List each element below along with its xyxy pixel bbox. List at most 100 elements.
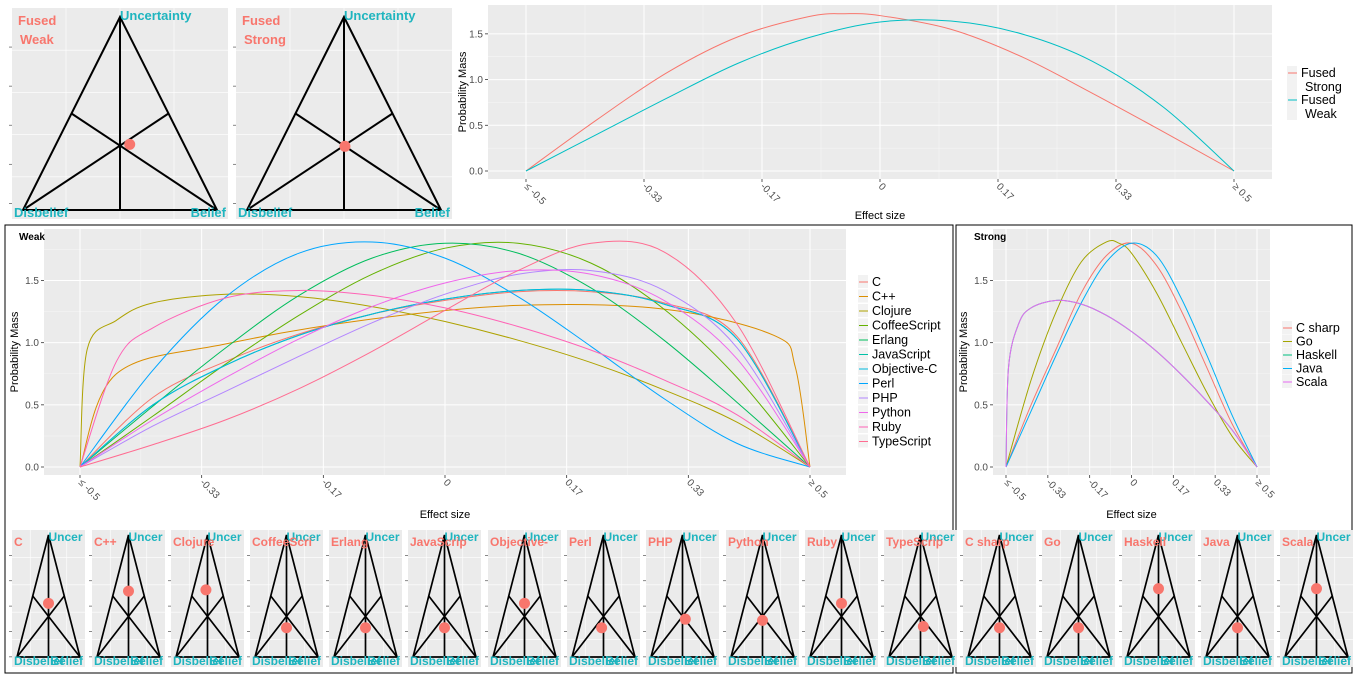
disbelief-label: Disbelief xyxy=(173,654,224,668)
legend-label: JavaScript xyxy=(872,348,931,362)
belief-label: Belief xyxy=(1080,654,1114,668)
y-tick-label: 0.0 xyxy=(974,463,988,474)
triangle-label: PHP xyxy=(648,535,673,549)
triangle-label: Strong xyxy=(244,32,286,47)
uncertainty-label: Uncer xyxy=(683,530,717,544)
series-line xyxy=(525,13,1235,172)
x-tick-label: 0.33 xyxy=(1211,477,1233,499)
triangle-median xyxy=(428,595,477,658)
series-line xyxy=(1005,240,1258,468)
uncertainty-label: Uncer xyxy=(1238,530,1272,544)
triangle-median xyxy=(112,595,161,658)
belief-label: Belief xyxy=(526,654,560,668)
series-line xyxy=(1005,299,1258,468)
triangle-label: Perl xyxy=(569,535,592,549)
uncertainty-label: Uncer xyxy=(604,530,638,544)
uncertainty-label: Uncer xyxy=(445,530,479,544)
series-line xyxy=(79,241,811,468)
legend-label: Java xyxy=(1296,362,1322,376)
opinion-point xyxy=(519,597,530,609)
x-tick-label: -0.33 xyxy=(198,477,222,501)
uncertainty-label: Uncer xyxy=(287,530,321,544)
disbelief-label: Disbelief xyxy=(252,654,303,668)
uncertainty-label: Uncer xyxy=(842,530,876,544)
opinion-point xyxy=(1311,583,1322,595)
series-line xyxy=(1005,242,1258,468)
uncertainty-label: Uncertainty xyxy=(344,8,416,23)
legend-key-bg xyxy=(1287,93,1297,120)
series-line xyxy=(79,242,811,468)
x-tick-label: -0.33 xyxy=(1044,477,1068,501)
weak-panel-frame xyxy=(4,224,954,674)
strong-density-chart: 0.0 0.5 1.0 1.5 ≤ -0.5 -0.33 -0.17 0 0.17 0.33 ≥ 0… xyxy=(958,229,1340,521)
x-tick-label: ≤ -0.5 xyxy=(522,181,548,207)
x-tick-label: 0.17 xyxy=(563,477,585,499)
triangle-median xyxy=(175,595,224,658)
disbelief-label: Disbelief xyxy=(965,654,1016,668)
legend-label: Haskell xyxy=(1296,348,1337,362)
y-tick-label: 0.5 xyxy=(25,400,39,411)
triangle-median xyxy=(1046,595,1095,658)
uncertainty-label: Uncer xyxy=(763,530,797,544)
fused-weak-triangle: Uncertainty Disbelief Belief Fused Weak xyxy=(9,8,228,220)
legend-label: Strong xyxy=(1305,80,1342,94)
belief-label: Belief xyxy=(922,654,956,668)
opinion-point xyxy=(281,622,292,634)
triangle-median xyxy=(333,595,382,658)
x-tick-label: -0.17 xyxy=(1086,477,1110,501)
legend-label: PHP xyxy=(872,391,898,405)
belief-label: Belief xyxy=(684,654,718,668)
disbelief-label: Disbelief xyxy=(14,205,69,220)
disbelief-label: Disbelief xyxy=(648,654,699,668)
uncertainty-label: Uncer xyxy=(208,530,242,544)
triangle-median xyxy=(96,595,145,658)
disbelief-label: Disbelief xyxy=(886,654,937,668)
opinion-point xyxy=(43,597,54,609)
y-tick-label: 0.0 xyxy=(25,463,39,474)
x-tick-label: 0 xyxy=(1127,477,1139,489)
y-axis-title: Probability Mass xyxy=(9,311,21,392)
disbelief-label: Disbelief xyxy=(569,654,620,668)
triangle-median xyxy=(1142,595,1191,658)
triangle-median xyxy=(492,595,541,658)
series-line xyxy=(79,304,811,468)
x-tick-label: 0.17 xyxy=(994,181,1016,203)
series-line xyxy=(79,289,811,468)
series-line xyxy=(79,268,811,468)
triangle-median xyxy=(1284,595,1333,658)
triangle-median xyxy=(1300,595,1349,658)
opinion-point xyxy=(1073,622,1084,634)
uncertainty-label: Uncer xyxy=(1159,530,1193,544)
series-line xyxy=(79,241,811,468)
belief-label: Belief xyxy=(1239,654,1273,668)
triangle-median xyxy=(349,595,398,658)
legend-key-bg xyxy=(1287,66,1297,93)
triangle-median xyxy=(809,595,858,658)
x-axis-title: Effect size xyxy=(1106,509,1157,521)
belief-label: Belief xyxy=(1318,654,1352,668)
series-line xyxy=(79,288,811,468)
series-line xyxy=(79,269,811,468)
disbelief-label: Disbelief xyxy=(94,654,145,668)
legend-label: CoffeeScript xyxy=(872,319,941,333)
x-tick-label: ≥ 0.5 xyxy=(1253,477,1277,501)
disbelief-label: Disbelief xyxy=(238,205,293,220)
belief-label: Belief xyxy=(605,654,639,668)
x-tick-label: 0 xyxy=(441,477,453,489)
opinion-point xyxy=(439,622,450,634)
disbelief-label: Disbelief xyxy=(1044,654,1095,668)
disbelief-label: Disbelief xyxy=(1124,654,1175,668)
triangle-median xyxy=(1126,595,1175,658)
triangle-median xyxy=(571,595,620,658)
triangle-median xyxy=(246,112,394,211)
triangle-median xyxy=(650,595,699,658)
legend-label: Objective-C xyxy=(872,362,937,376)
opinion-point xyxy=(679,613,691,625)
